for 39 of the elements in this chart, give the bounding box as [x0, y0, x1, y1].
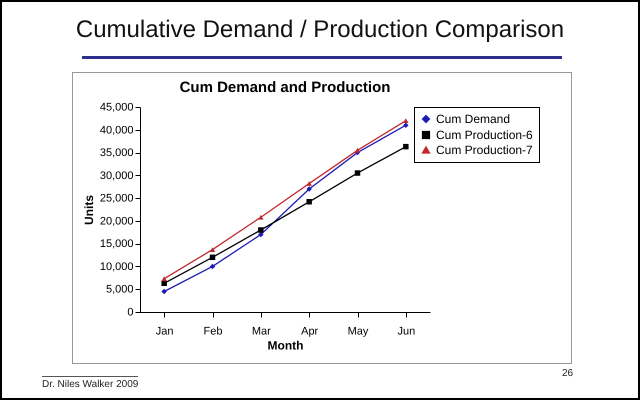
- x-tick-label: May: [348, 326, 369, 338]
- y-tick-label: 30,000: [100, 170, 134, 182]
- point: [258, 227, 264, 233]
- point: [306, 186, 312, 192]
- x-tick-label: Apr: [301, 326, 319, 338]
- point: [210, 264, 216, 270]
- legend-label: Cum Demand: [436, 112, 510, 126]
- y-tick-label: 20,000: [100, 215, 134, 228]
- x-tick-label: Feb: [204, 326, 222, 338]
- point: [210, 247, 216, 252]
- legend-label: Cum Production-7: [436, 143, 534, 157]
- x-tick-label: Jun: [397, 326, 416, 338]
- point: [403, 118, 409, 124]
- y-tick-label: 0: [127, 306, 134, 318]
- point: [161, 280, 167, 286]
- legend-label: Cum Production-6: [436, 128, 534, 142]
- y-tick-label: 35,000: [100, 147, 134, 160]
- x-tick-label: Jan: [156, 326, 174, 338]
- y-tick-label: 10,000: [100, 260, 134, 273]
- y-tick-label: 15,000: [100, 238, 134, 250]
- point: [354, 148, 360, 153]
- chart-subtitle: Cum Demand and Production: [180, 79, 390, 96]
- text: Dr. Niles Walker 2009: [42, 376, 138, 390]
- point: [354, 170, 360, 176]
- point: [161, 276, 167, 282]
- y-axis-title: Units: [82, 194, 96, 225]
- x-tick-label: Mar: [252, 326, 272, 338]
- point: [210, 254, 216, 260]
- x-axis-title: Month: [268, 338, 304, 352]
- y-tick-label: 5,000: [106, 284, 134, 296]
- y-tick-label: 25,000: [100, 192, 134, 205]
- point: [161, 288, 167, 294]
- y-tick-label: 45,000: [100, 102, 134, 114]
- y-tick-label: 40,000: [100, 124, 134, 136]
- point: [306, 199, 312, 204]
- text: 26: [562, 368, 574, 379]
- point: [258, 214, 264, 220]
- point: [403, 144, 409, 150]
- chart-title: Cumulative Demand / Production Comparison: [74, 16, 566, 44]
